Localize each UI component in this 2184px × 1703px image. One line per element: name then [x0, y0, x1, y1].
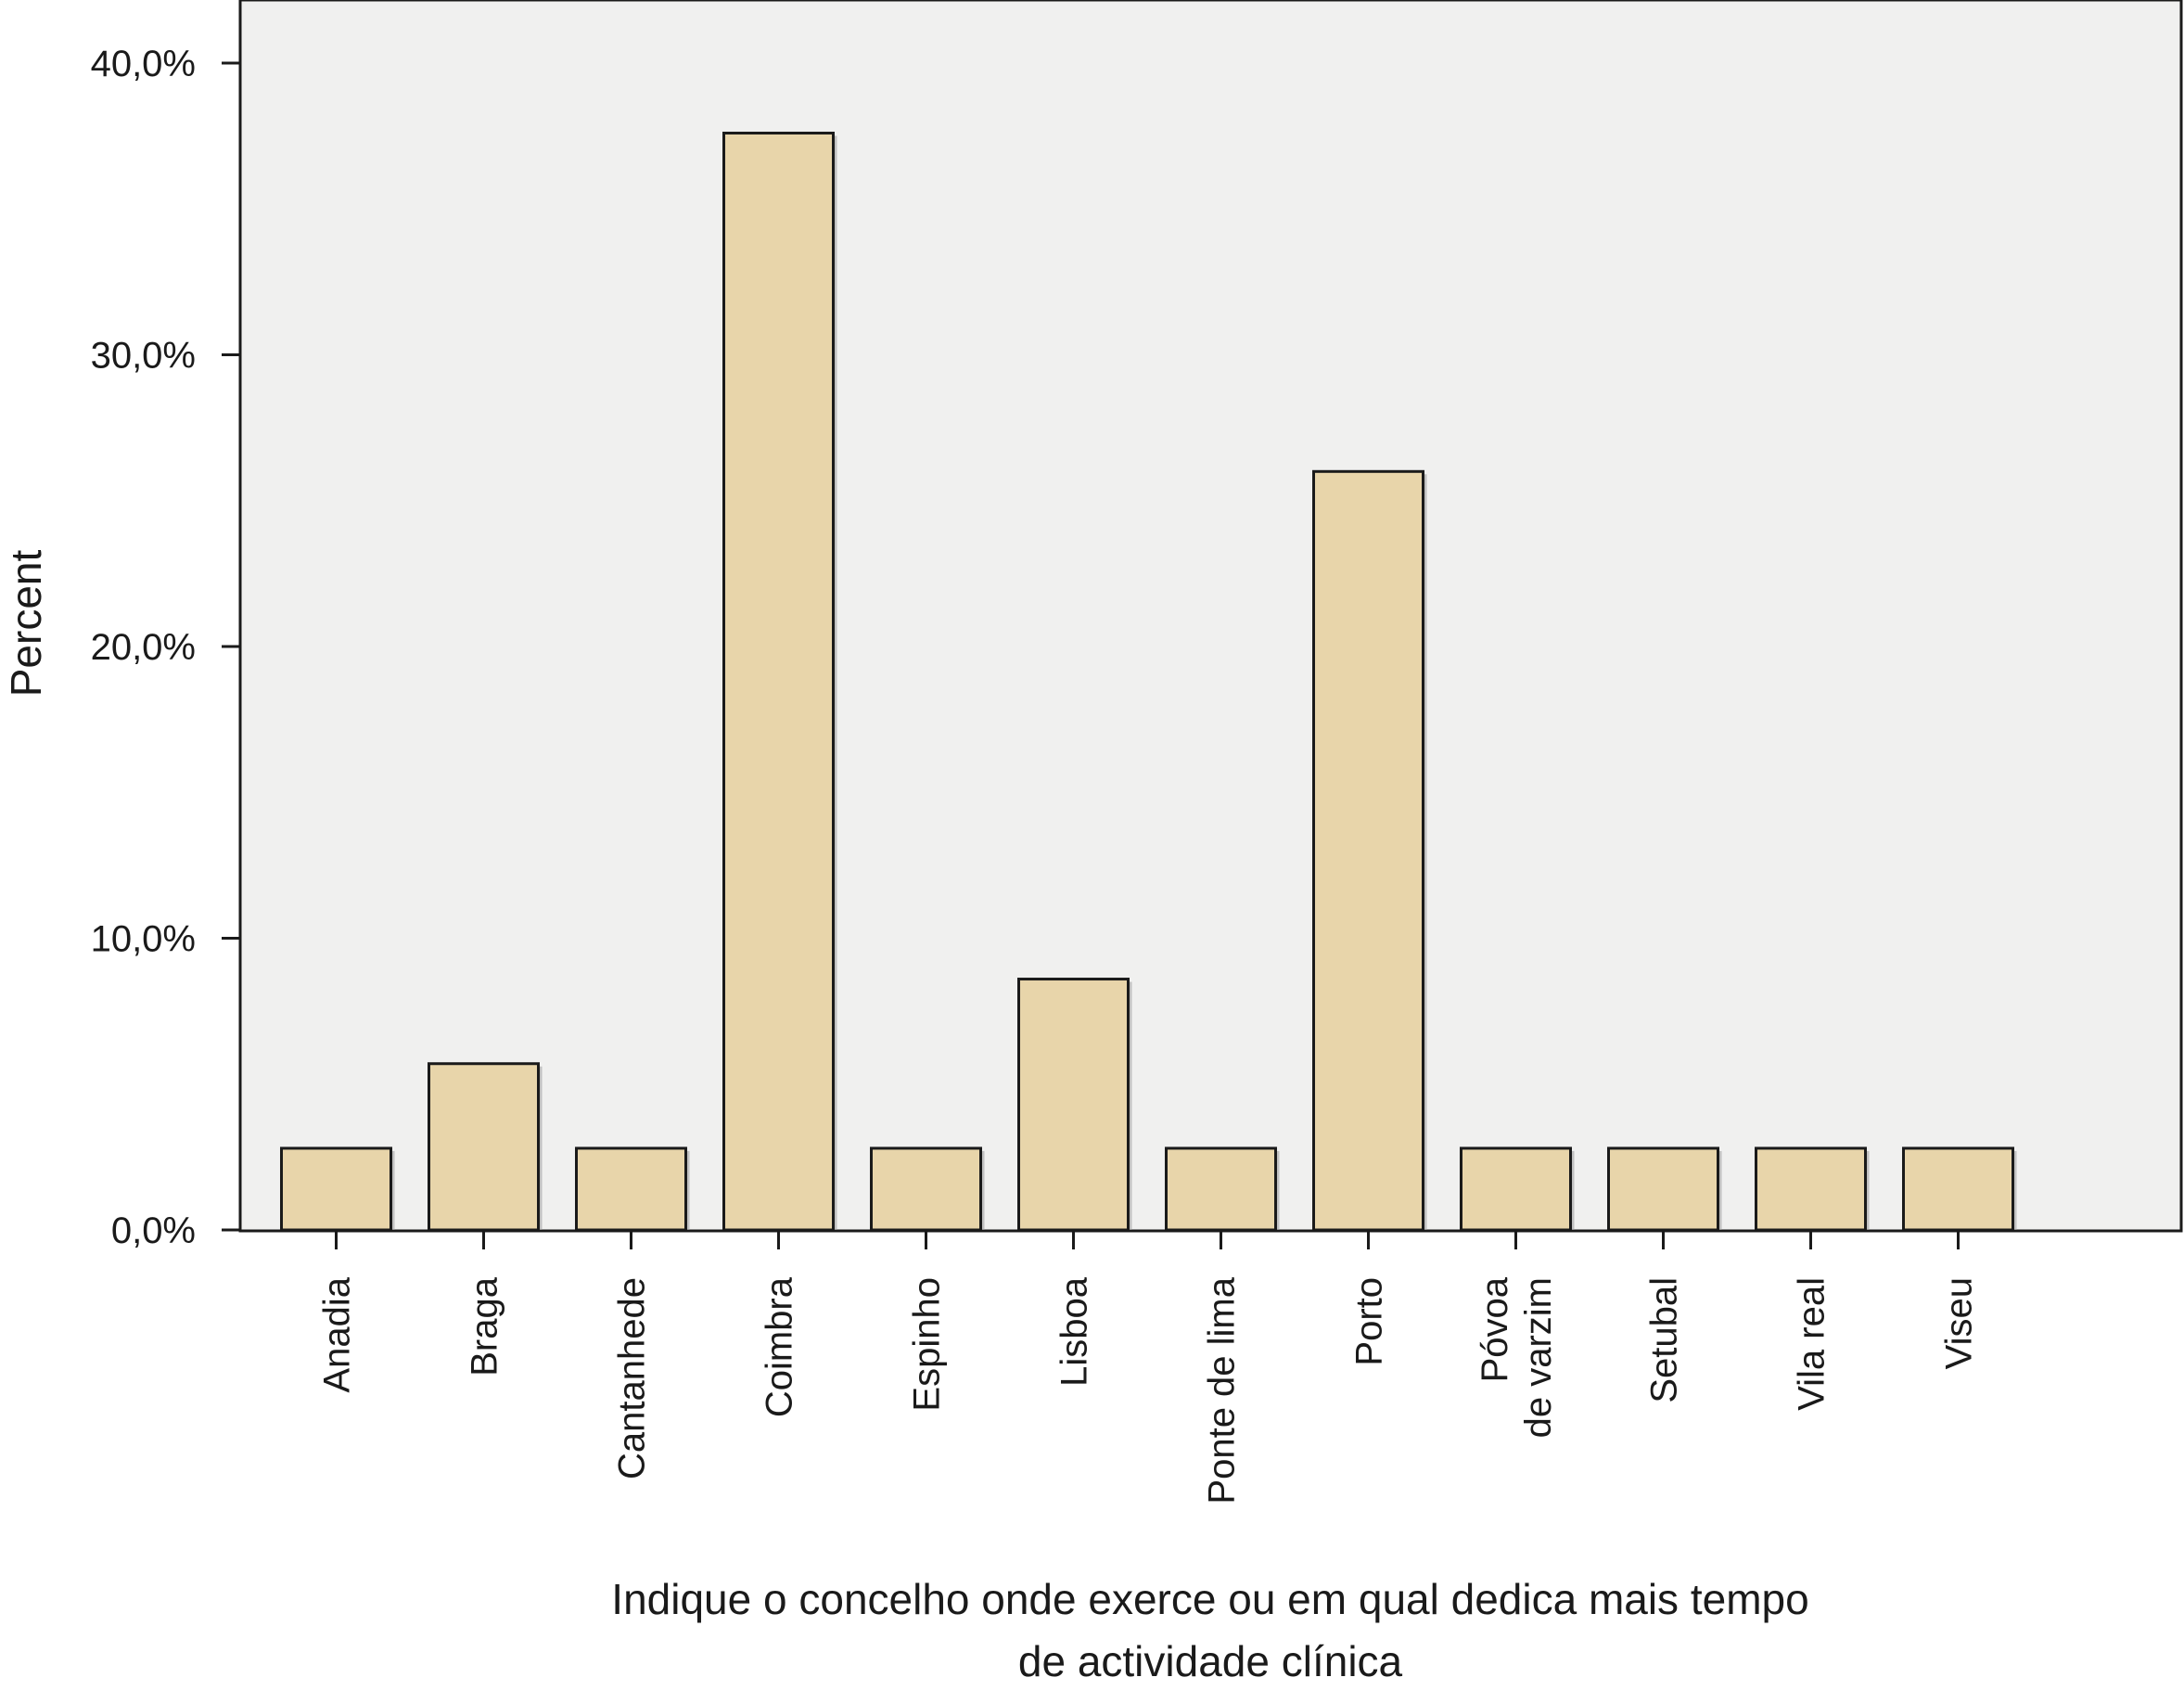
x-axis-title-line-1: Indique o concelho onde exerce ou em qua… — [611, 1575, 1808, 1623]
bar-lisboa — [1017, 978, 1130, 1232]
y-tick-label: 30,0% — [91, 336, 196, 377]
bar-póvoa-de-varzim — [1460, 1146, 1572, 1232]
x-category-label: Anadia — [317, 1276, 358, 1392]
x-category-label: Coimbra — [760, 1276, 800, 1417]
y-tick-label: 0,0% — [111, 1210, 196, 1251]
y-tick-label: 40,0% — [91, 44, 196, 84]
bar-anadia — [280, 1146, 392, 1232]
y-axis: 0,0% 10,0% 20,0% 30,0% 40,0% — [91, 44, 240, 1251]
x-category-label: Porto — [1349, 1277, 1390, 1366]
plot-area — [238, 0, 2183, 1233]
x-category-label: Setubal — [1644, 1277, 1685, 1403]
bar-vila-real — [1755, 1146, 1867, 1232]
bar-coimbra — [722, 131, 835, 1232]
bar-cantanhede — [575, 1146, 687, 1232]
bar-espinho — [870, 1146, 982, 1232]
x-category-label: Póvoa — [1475, 1276, 1515, 1382]
bar-viseu — [1902, 1146, 2014, 1232]
bar-ponte-de-lima — [1165, 1146, 1277, 1232]
x-axis: Anadia Braga Cantanhede Coimbra Espinho Lisbo… — [317, 1231, 1980, 1505]
x-category-label: Vila real — [1792, 1277, 1833, 1411]
bar-setubal — [1607, 1146, 1719, 1232]
bar-braga — [428, 1062, 540, 1232]
x-category-label: Cantanhede — [612, 1277, 653, 1479]
x-category-label: Lisboa — [1054, 1276, 1095, 1387]
x-category-label: Viseu — [1939, 1277, 1980, 1369]
x-category-label: Ponte de lima — [1202, 1276, 1243, 1504]
bar-porto — [1312, 469, 1424, 1232]
y-tick-label: 10,0% — [91, 919, 196, 960]
x-category-label: Espinho — [907, 1277, 948, 1412]
bars — [280, 131, 2017, 1232]
x-axis-title-line-2: de actividade clínica — [1018, 1637, 1403, 1685]
x-category-label: de varzim — [1518, 1277, 1559, 1438]
x-category-label: Braga — [465, 1276, 505, 1376]
y-tick-label: 20,0% — [91, 627, 196, 668]
y-axis-title: Percent — [2, 550, 50, 698]
